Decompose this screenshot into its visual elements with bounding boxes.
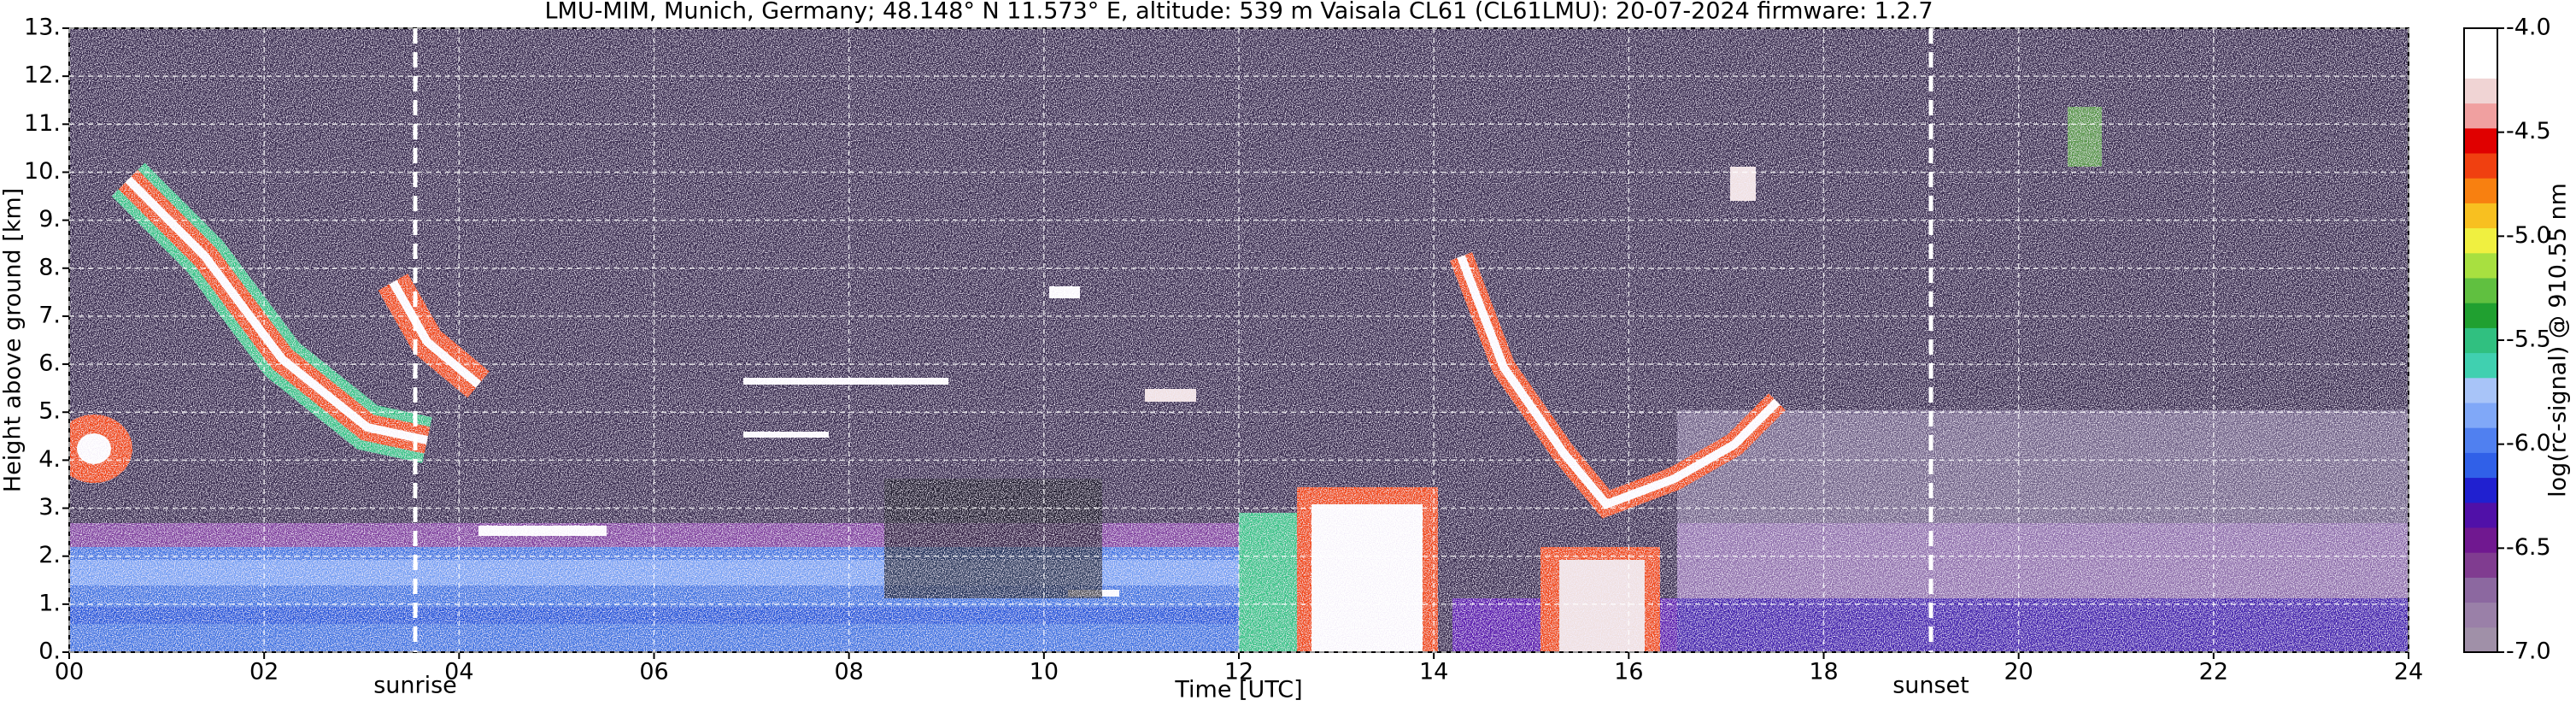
colorbar-band xyxy=(2464,352,2497,379)
x-tick-label: 04 xyxy=(444,659,473,685)
y-tick-label: 2. xyxy=(38,542,61,568)
x-tick-label: 20 xyxy=(2004,659,2033,685)
colorbar-tick-label: -6.0 xyxy=(2506,430,2551,456)
colorbar-band xyxy=(2464,78,2497,104)
x-tick-label: 02 xyxy=(249,659,279,685)
colorbar-band xyxy=(2464,452,2497,479)
colorbar-band xyxy=(2464,178,2497,203)
x-tick-label: 12 xyxy=(1224,659,1253,685)
y-tick-label: 1. xyxy=(38,590,61,616)
colorbar-band xyxy=(2464,577,2497,603)
y-tick-label: 10. xyxy=(24,158,61,185)
y-tick-label: 4. xyxy=(38,446,61,473)
colorbar-band xyxy=(2464,403,2497,428)
colorbar-band xyxy=(2464,602,2497,628)
backscatter-image xyxy=(69,28,2409,652)
colorbar-tick-label: -4.0 xyxy=(2506,15,2551,41)
colorbar-tick-label: -6.5 xyxy=(2506,534,2551,561)
colorbar-tick-label: -7.0 xyxy=(2506,638,2551,665)
colorbar-band xyxy=(2464,327,2497,354)
x-tick-label: 24 xyxy=(2394,659,2423,685)
y-tick-label: 7. xyxy=(38,302,61,328)
annotation-label: sunset xyxy=(1892,673,1969,699)
colorbar-tick-label: -4.5 xyxy=(2506,118,2551,144)
x-tick-label: 22 xyxy=(2199,659,2228,685)
y-axis-label: Height above ground [km] xyxy=(0,188,26,492)
colorbar-band xyxy=(2464,227,2497,254)
colorbar-band xyxy=(2464,127,2497,154)
x-tick-label: 18 xyxy=(1809,659,1838,685)
y-tick-label: 12. xyxy=(24,62,61,89)
chart-title: LMU-MIM, Munich, Germany; 48.148° N 11.5… xyxy=(544,0,1933,25)
annotation-label: sunrise xyxy=(373,673,457,699)
colorbar-label: log(rc-signal) @ 910.55 nm xyxy=(2545,183,2572,497)
colorbar-band xyxy=(2464,252,2497,279)
y-tick-label: 3. xyxy=(38,494,61,521)
colorbar-band xyxy=(2464,427,2497,453)
y-tick-label: 6. xyxy=(38,350,61,377)
x-tick-label: 00 xyxy=(55,659,84,685)
x-axis-label: Time [UTC] xyxy=(1174,677,1302,703)
colorbar-band xyxy=(2464,552,2497,578)
colorbar-band xyxy=(2464,527,2497,553)
x-tick-label: 16 xyxy=(1614,659,1643,685)
x-tick-label: 14 xyxy=(1419,659,1448,685)
y-tick-label: 9. xyxy=(38,206,61,232)
x-tick-label: 10 xyxy=(1030,659,1059,685)
y-tick-label: 5. xyxy=(38,398,61,425)
colorbar-band xyxy=(2464,103,2497,129)
colorbar-band xyxy=(2464,502,2497,528)
y-tick-label: 0. xyxy=(38,638,61,665)
y-tick-label: 13. xyxy=(24,15,61,41)
colorbar-band xyxy=(2464,627,2497,653)
colorbar-band xyxy=(2464,303,2497,328)
x-tick-label: 08 xyxy=(834,659,863,685)
colorbar-band xyxy=(2464,53,2497,79)
colorbar-tick-label: -5.5 xyxy=(2506,327,2551,353)
y-tick-label: 8. xyxy=(38,254,61,280)
colorbar-band xyxy=(2464,477,2497,503)
colorbar-band xyxy=(2464,28,2497,54)
x-tick-label: 06 xyxy=(639,659,668,685)
y-tick-label: 11. xyxy=(24,110,61,137)
colorbar-tick-label: -5.0 xyxy=(2506,222,2551,249)
colorbar-band xyxy=(2464,278,2497,303)
colorbar-band xyxy=(2464,203,2497,229)
colorbar-band xyxy=(2464,377,2497,403)
colorbar-band xyxy=(2464,153,2497,179)
